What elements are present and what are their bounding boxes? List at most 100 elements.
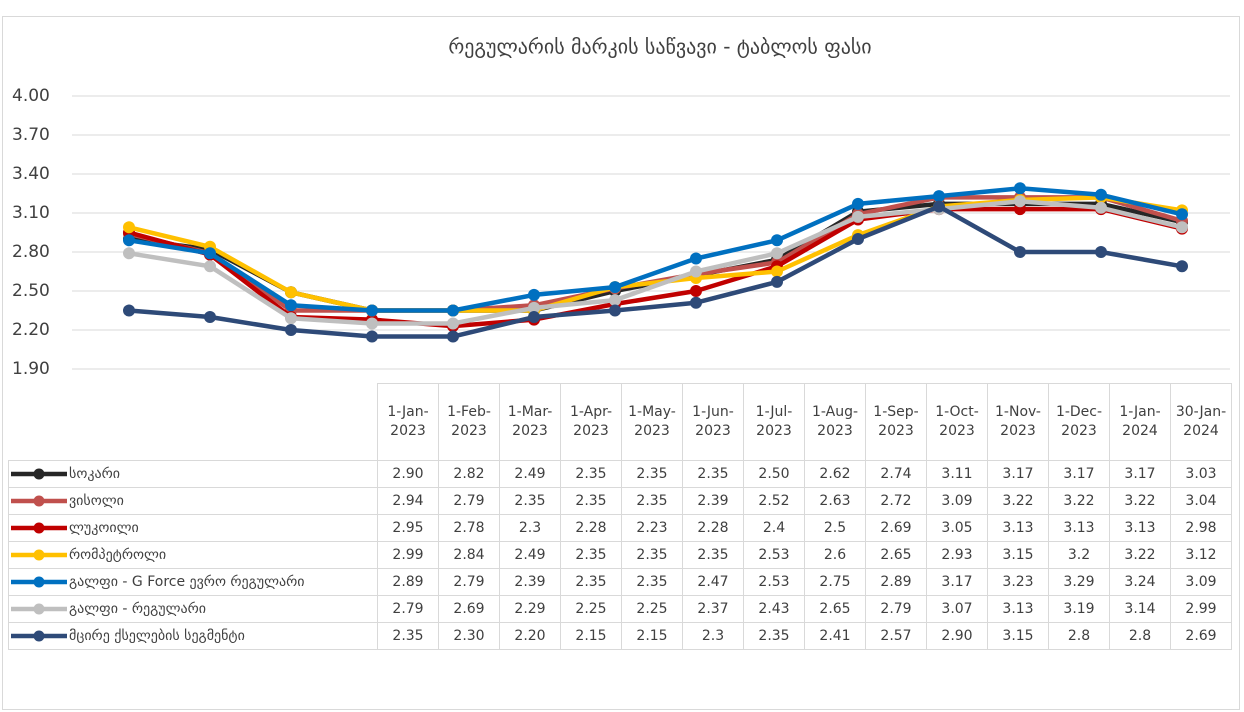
y-tick-label: 2.50 [12,281,50,301]
x-tick-label: 1-Oct-2023 [926,383,988,461]
value-cell: 2.65 [804,595,866,623]
point-marker [366,330,378,343]
point-marker [285,286,297,299]
value-cell: 2.39 [682,487,744,515]
value-cell: 3.09 [1170,568,1232,596]
table-cell: რომპეტროლი [8,541,378,569]
value-cell: 2.47 [682,568,744,596]
x-tick-label: 1-May-2023 [621,383,683,461]
y-tick-label: 3.40 [12,164,50,184]
legend-label: ვისოლი [69,493,124,509]
value-cell: 2.79 [438,568,500,596]
y-tick-label: 2.80 [12,242,50,262]
point-marker [1014,182,1026,195]
value-cell: 3.15 [987,622,1049,650]
value-cell: 3.14 [1109,595,1171,623]
point-marker [1014,246,1026,258]
point-marker [933,190,945,203]
value-cell: 3.24 [1109,568,1171,596]
table-cell: ლუკოილი [8,514,378,542]
value-cell: 2.35 [499,487,561,515]
value-cell: 2.74 [865,460,927,488]
legend-swatch [11,603,67,615]
value-cell: 2.35 [621,568,683,596]
point-marker [447,304,459,317]
value-cell: 2.25 [621,595,683,623]
legend-marker [33,495,45,507]
legend-label: გალფი - რეგულარი [69,601,206,617]
value-cell: 2.35 [743,622,805,650]
value-cell: 2.28 [682,514,744,542]
value-cell: 2.72 [865,487,927,515]
point-marker [1095,188,1107,201]
value-cell: 2.99 [377,541,439,569]
point-marker [204,311,216,323]
series-line [128,204,1183,339]
value-cell: 3.03 [1170,460,1232,488]
x-tick-label: 1-Dec-2023 [1048,383,1110,461]
point-marker [852,197,864,210]
value-cell: 2.35 [621,460,683,488]
point-marker [852,233,864,245]
point-marker [1176,221,1188,234]
legend-label: სოკარი [69,466,120,482]
legend-label: მცირე ქსელების სეგმენტი [69,628,245,644]
value-cell: 3.2 [1048,541,1110,569]
value-cell: 2.49 [499,460,561,488]
legend-marker [33,630,45,642]
table-row: მცირე ქსელების სეგმენტი 2.35 2.30 2.20 2.15 2… [8,622,1232,650]
value-cell: 2.43 [743,595,805,623]
legend-marker [33,603,45,615]
point-marker [123,234,135,247]
value-cell: 2.30 [438,622,500,650]
value-cell: 2.35 [621,487,683,515]
value-cell: 2.50 [743,460,805,488]
x-tick-label: 1-Nov-2023 [987,383,1049,461]
value-cell: 2.95 [377,514,439,542]
point-marker [528,301,540,314]
value-cell: 2.3 [499,514,561,542]
point-marker [366,304,378,317]
point-marker [528,288,540,301]
table-row: ლუკოილი 2.95 2.78 2.3 2.28 2.23 2.28 2.4 2.5 2.69… [8,514,1232,542]
value-cell: 2.35 [560,568,622,596]
legend-marker [33,549,45,561]
value-cell: 3.22 [1109,541,1171,569]
value-cell: 2.69 [438,595,500,623]
table-cell: სოკარი [8,460,378,488]
y-tick-label: 3.70 [12,125,50,145]
value-cell: 3.09 [926,487,988,515]
point-marker [123,221,135,234]
value-cell: 3.04 [1170,487,1232,515]
value-cell: 2.35 [682,460,744,488]
point-marker [852,210,864,223]
value-cell: 2.63 [804,487,866,515]
x-tick-label: 1-Mar-2023 [499,383,561,461]
value-cell: 3.22 [987,487,1049,515]
table-cell [8,383,378,461]
value-cell: 3.11 [926,460,988,488]
x-tick-label: 1-Apr-2023 [560,383,622,461]
value-cell: 3.17 [1048,460,1110,488]
x-tick-label: 1-Sep-2023 [865,383,927,461]
point-marker [285,324,297,336]
point-marker [609,294,621,307]
value-cell: 2.57 [865,622,927,650]
legend-swatch [11,576,67,588]
value-cell: 2.90 [377,460,439,488]
value-cell: 3.12 [1170,541,1232,569]
value-cell: 2.35 [560,541,622,569]
table-cell: გალფი - G Force ევრო რეგულარი [8,568,378,596]
chart-title: რეგულარის მარკის საწვავი - ტაბლოს ფასი [448,35,871,59]
legend-swatch [11,495,67,507]
legend-swatch [11,630,67,642]
value-cell: 2.99 [1170,595,1232,623]
table-row: ვისოლი 2.94 2.79 2.35 2.35 2.35 2.39 2.52 2.63 2.… [8,487,1232,515]
table-row: რომპეტროლი 2.99 2.84 2.49 2.35 2.35 2.35 2.53 2.… [8,541,1232,569]
value-cell: 2.89 [865,568,927,596]
value-cell: 2.35 [560,487,622,515]
value-cell: 2.4 [743,514,805,542]
value-cell: 2.49 [499,541,561,569]
